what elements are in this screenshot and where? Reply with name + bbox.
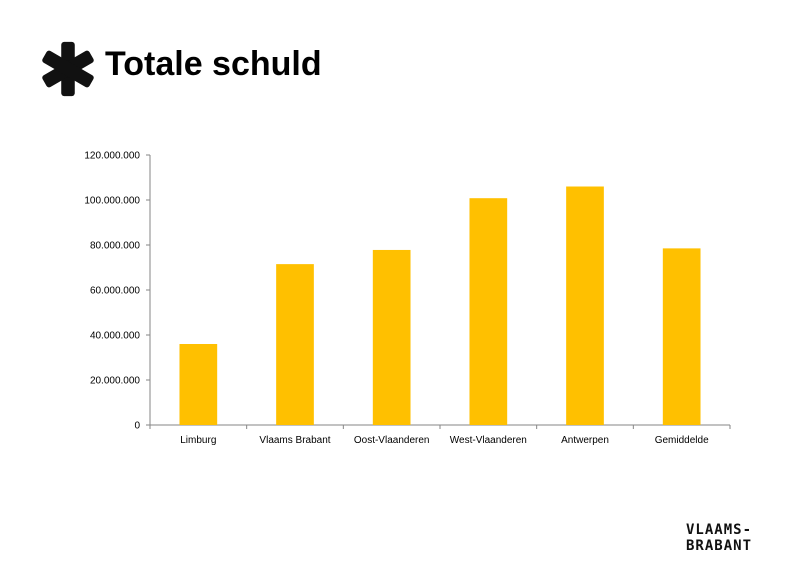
vlaams-brabant-logo: VLAAMS- BRABANT: [686, 522, 752, 554]
y-tick-label: 0: [134, 421, 140, 432]
x-tick-label: Limburg: [180, 435, 216, 446]
x-tick-label: Antwerpen: [561, 435, 609, 446]
logo-line-1: VLAAMS-: [686, 522, 753, 538]
bar: [276, 264, 314, 425]
page-title: Totale schuld: [105, 45, 322, 83]
y-tick-label: 100.000.000: [84, 196, 140, 207]
bar: [372, 249, 411, 425]
y-tick-label: 120.000.000: [84, 151, 140, 162]
y-tick-label: 40.000.000: [90, 331, 140, 342]
y-tick-label: 20.000.000: [90, 376, 140, 387]
logo-line-2: BRABANT: [686, 538, 753, 554]
x-tick-label: Vlaams Brabant: [259, 435, 330, 446]
bar: [662, 248, 701, 425]
x-tick-label: Oost-Vlaanderen: [354, 435, 430, 446]
x-tick-label: Gemiddelde: [655, 435, 709, 446]
bar: [469, 198, 508, 425]
y-tick-label: 60.000.000: [90, 286, 140, 297]
bar: [179, 344, 218, 425]
x-tick-label: West-Vlaanderen: [450, 435, 527, 446]
y-tick-label: 80.000.000: [90, 241, 140, 252]
bar: [566, 186, 604, 425]
asterisk-icon: [42, 41, 94, 97]
